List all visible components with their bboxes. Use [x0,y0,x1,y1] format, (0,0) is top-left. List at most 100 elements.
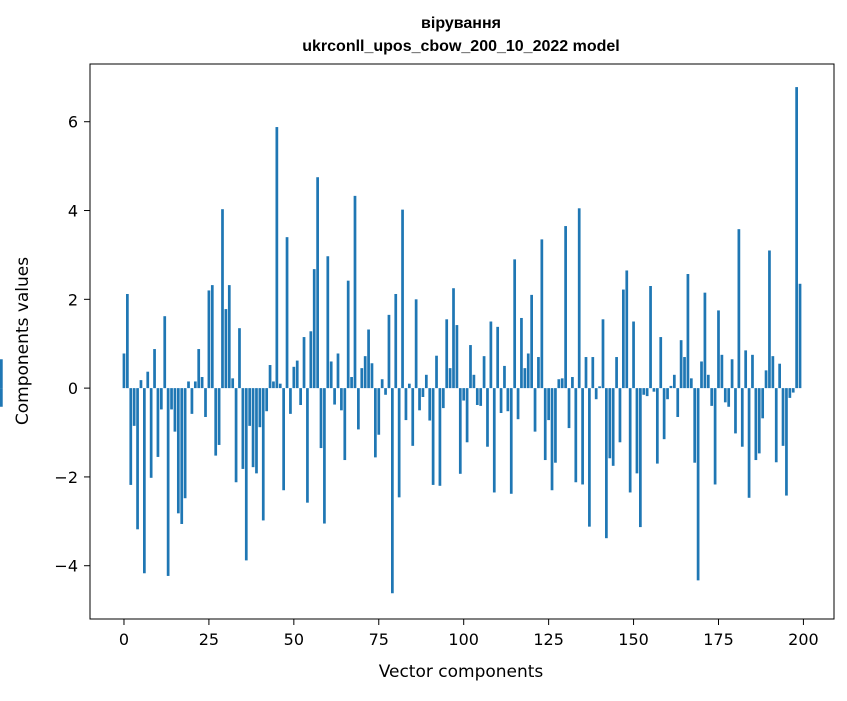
bar-113 [506,388,510,412]
bar-43 [268,365,272,389]
bar-105 [479,388,483,406]
bar-82 [401,209,404,389]
bar-199 [798,283,802,389]
bar-93 [438,388,442,486]
bar-170 [700,361,703,389]
bar-66 [346,280,350,389]
bar-35 [241,388,245,469]
bars-group [0,87,802,594]
bar-25 [207,290,211,389]
bar-77 [384,388,387,395]
bar-146 [618,388,622,443]
x-tick-label: 0 [119,630,129,649]
bar-104 [475,388,479,405]
bar-undefined [0,388,3,407]
bar-151 [635,388,639,474]
bar-140 [598,386,601,389]
bar-89 [424,374,428,389]
bar-147 [622,289,625,389]
bar-183 [744,350,748,389]
x-tick-label: 25 [199,630,219,649]
bar-24 [204,388,207,417]
y-tick-label: −4 [54,557,78,576]
bar-168 [693,388,697,463]
x-tick-label: 125 [533,630,564,649]
bar-16 [176,388,180,514]
bar-164 [679,340,683,389]
bar-2 [129,388,133,485]
bar-94 [441,388,445,409]
bar-117 [520,317,523,389]
bar-106 [482,356,486,389]
bar-180 [734,388,737,434]
bar-3 [132,388,136,426]
bar-173 [710,388,714,406]
y-axis-ticks: −4 −2 0 2 4 6 [54,113,90,576]
bar-91 [431,388,435,485]
bar-136 [584,357,588,389]
bar-51 [295,360,299,389]
bar-176 [720,354,724,389]
bar-42 [265,388,269,412]
bar-57 [316,177,319,389]
bar-175 [717,310,720,389]
bar-195 [785,388,788,496]
bar-86 [414,299,418,389]
bar-27 [214,388,218,456]
bar-14 [170,388,173,410]
bar-1 [126,293,129,389]
bar-38 [251,388,255,468]
bar-108 [489,321,493,389]
bar-115 [513,259,517,389]
bar-75 [377,388,381,435]
bar-125 [547,388,550,421]
bar-187 [757,388,761,454]
bar-33 [234,388,238,483]
y-tick-label: 2 [68,290,78,309]
bar-119 [526,353,530,389]
x-tick-label: 75 [369,630,389,649]
bar-7 [146,371,150,389]
bar-156 [652,388,656,392]
bar-5 [139,380,143,389]
bar-163 [676,388,680,417]
bar-73 [370,363,374,389]
bar-49 [289,388,292,414]
bar-102 [469,345,472,389]
bar-149 [628,388,632,493]
bar-177 [723,388,727,403]
bar-92 [435,355,438,389]
bar-189 [764,370,768,389]
bar-162 [672,374,676,389]
bar-32 [231,378,235,389]
bar-107 [486,388,489,447]
bar-4 [136,388,139,530]
bar-58 [319,388,323,449]
bar-95 [445,319,449,389]
bar-120 [530,294,533,389]
bar-143 [608,388,612,459]
bar-192 [774,388,778,463]
bar-54 [306,388,309,503]
bar-10 [156,388,160,457]
bar-179 [730,359,734,389]
bar-112 [503,365,506,389]
bar-68 [353,195,357,389]
bar-41 [261,388,265,521]
bar-45 [275,127,279,389]
bar-139 [594,388,598,400]
bar-18 [183,388,187,499]
bar-11 [159,388,163,410]
bar-155 [649,286,652,389]
bar-157 [655,388,659,464]
bar-52 [299,388,302,405]
bar-152 [639,388,642,528]
bar-20 [190,388,194,414]
bar-28 [217,388,221,445]
x-tick-label: 175 [703,630,734,649]
bar-167 [689,378,693,389]
chart-title-line1: вірування [421,15,501,32]
bar-124 [543,388,547,461]
bar-96 [448,368,452,389]
bar-21 [193,381,197,389]
